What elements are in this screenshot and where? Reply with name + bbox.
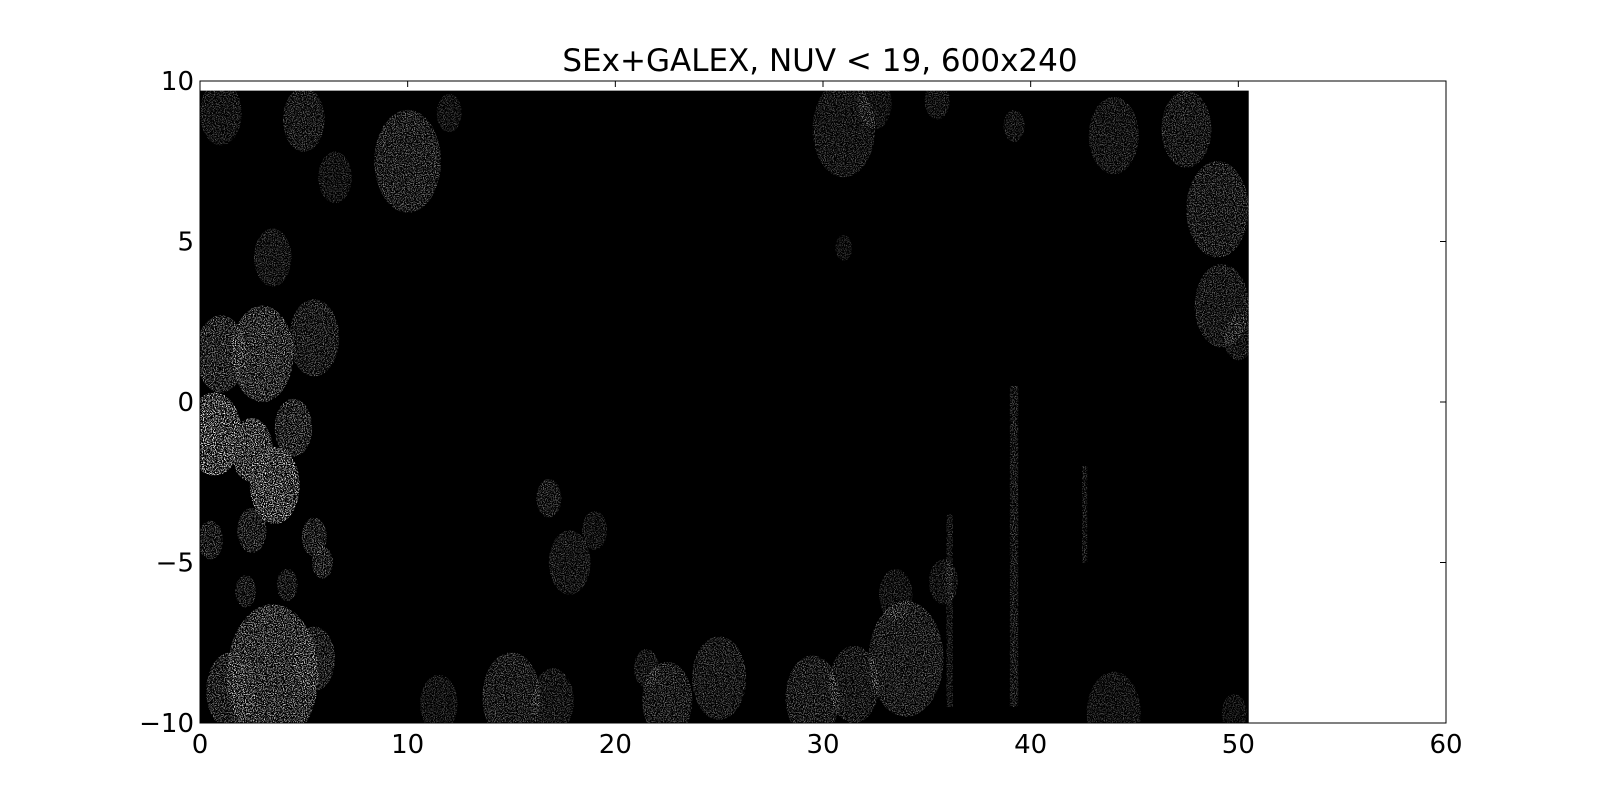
bright-region-29 bbox=[692, 636, 746, 719]
x-tick-label: 30 bbox=[806, 730, 839, 760]
bright-region-11 bbox=[235, 575, 256, 607]
bright-region-15 bbox=[283, 87, 325, 151]
bright-region-47 bbox=[1222, 694, 1247, 733]
bright-region-16 bbox=[318, 152, 351, 203]
bright-region-27 bbox=[582, 511, 607, 550]
x-tick-label: 40 bbox=[1014, 730, 1047, 760]
y-tick-label: −5 bbox=[156, 549, 194, 579]
y-tick-label: 10 bbox=[161, 67, 194, 97]
bright-region-23 bbox=[482, 652, 540, 742]
y-tick-label: 0 bbox=[177, 388, 194, 418]
heatmap-image bbox=[200, 91, 1249, 723]
bright-region-22 bbox=[420, 675, 457, 733]
bright-region-34 bbox=[879, 569, 912, 620]
bright-region-5 bbox=[196, 315, 246, 392]
bright-region-10 bbox=[198, 521, 223, 560]
bright-region-12 bbox=[277, 569, 298, 601]
x-tick-label: 20 bbox=[599, 730, 632, 760]
bright-region-43 bbox=[1186, 161, 1248, 257]
bright-region-39 bbox=[835, 235, 852, 261]
bright-region-6 bbox=[275, 399, 312, 457]
bright-region-40 bbox=[1004, 110, 1025, 142]
bright-region-7 bbox=[237, 508, 266, 553]
vertical-streak-2 bbox=[947, 514, 953, 707]
x-tick-label: 50 bbox=[1222, 730, 1255, 760]
bright-region-13 bbox=[254, 229, 291, 287]
x-tick-label: 10 bbox=[391, 730, 424, 760]
vertical-streak-0 bbox=[1010, 386, 1018, 707]
bright-region-35 bbox=[929, 559, 958, 604]
chart-title: SEx+GALEX, NUV < 19, 600x240 bbox=[562, 43, 1077, 79]
bright-region-18 bbox=[437, 94, 462, 133]
bright-region-14 bbox=[200, 81, 242, 145]
x-tick-label: 60 bbox=[1429, 730, 1462, 760]
bright-region-25 bbox=[536, 479, 561, 518]
bright-region-41 bbox=[1089, 97, 1139, 174]
bright-region-46 bbox=[1087, 672, 1141, 755]
x-tick-label: 0 bbox=[192, 730, 209, 760]
vertical-streak-1 bbox=[1082, 466, 1087, 562]
bright-region-42 bbox=[1161, 91, 1211, 168]
bright-region-4 bbox=[289, 299, 339, 376]
bright-region-45 bbox=[1224, 315, 1253, 360]
bright-region-30 bbox=[634, 649, 659, 688]
bright-region-20 bbox=[293, 627, 335, 691]
bright-region-21 bbox=[206, 652, 256, 729]
bright-region-17 bbox=[374, 110, 440, 213]
y-tick-label: −10 bbox=[139, 709, 194, 739]
y-tick-label: 5 bbox=[177, 228, 194, 258]
bright-region-33 bbox=[869, 601, 944, 717]
bright-region-9 bbox=[312, 546, 333, 578]
